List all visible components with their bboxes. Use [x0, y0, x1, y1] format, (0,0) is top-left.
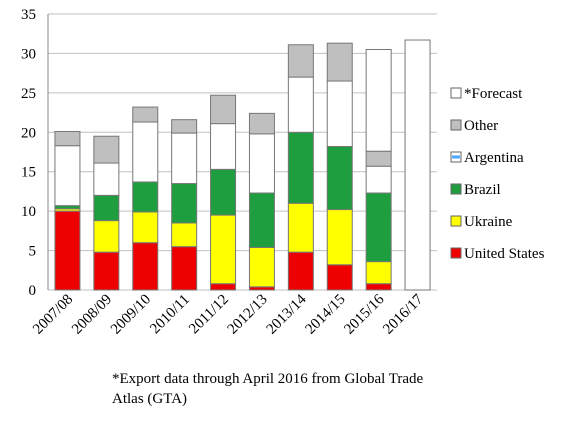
legend-label: Ukraine: [464, 214, 513, 230]
y-tick-label: 15: [21, 165, 36, 181]
y-tick-label: 10: [21, 204, 36, 220]
y-tick-label: 35: [21, 7, 36, 23]
legend-swatch: [450, 215, 462, 227]
x-tick-label: 2011/12: [186, 292, 232, 338]
bar-segment: [132, 242, 159, 291]
bar-segment: [54, 145, 81, 207]
bar-segment: [132, 106, 159, 123]
bar-segment: [365, 165, 392, 194]
bar-segment: [287, 251, 314, 291]
x-tick-label: 2016/17: [380, 291, 426, 337]
x-tick-label: 2009/10: [108, 292, 154, 338]
bar-segment: [248, 246, 275, 288]
bar-segment: [248, 112, 275, 135]
bar-segment: [132, 211, 159, 244]
bar-segment: [132, 181, 159, 213]
x-tick-label: 2013/14: [264, 291, 310, 337]
bar-segment: [287, 76, 314, 133]
bar-segment: [248, 133, 275, 194]
bar-segment: [93, 162, 120, 196]
bar-segment: [171, 222, 198, 248]
y-tick-label: 30: [21, 46, 36, 62]
bar-segment: [93, 220, 120, 253]
bar-segment: [210, 94, 237, 125]
x-tick-label: 2014/15: [302, 292, 348, 338]
bar-segment: [54, 210, 81, 291]
y-tick-label: 20: [21, 125, 36, 141]
y-tick-label: 25: [21, 86, 36, 102]
bar-segment: [132, 121, 159, 183]
bar-segment: [287, 44, 314, 78]
x-tick-label: 2008/09: [69, 292, 115, 338]
legend-label: Brazil: [464, 182, 501, 198]
legend-swatch: [450, 87, 462, 99]
bar-segment: [365, 192, 392, 263]
bar-segment: [171, 246, 198, 291]
bar-segment: [54, 130, 81, 147]
bar-segment: [171, 119, 198, 134]
legend-label: Argentina: [464, 150, 524, 166]
legend-swatch: [450, 119, 462, 131]
bar-segment: [248, 192, 275, 248]
bar-segment: [287, 131, 314, 204]
bar-segment: [210, 283, 237, 291]
bar-segment: [365, 283, 392, 291]
footnote: *Export data through April 2016 from Glo…: [112, 371, 424, 387]
bar-segment: [404, 39, 431, 291]
legend-label: Other: [464, 118, 498, 134]
bar-segment: [171, 183, 198, 224]
bar-segment: [365, 150, 392, 167]
bar-segment: [171, 132, 198, 185]
bar-segment: [287, 202, 314, 253]
bar-segment: [365, 48, 392, 152]
bar-segment: [210, 168, 237, 216]
x-tick-label: 2010/11: [147, 292, 193, 338]
y-tick-label: 0: [29, 283, 37, 299]
bar-segment: [210, 123, 237, 170]
bar-segment: [326, 42, 353, 82]
legend-label: *Forecast: [464, 86, 523, 102]
bar-segment: [326, 80, 353, 147]
legend-swatch: [450, 247, 462, 259]
legend-swatch: [450, 183, 462, 195]
bar-segment: [93, 251, 120, 291]
legend-label: United States: [464, 246, 545, 262]
bar-segment: [210, 214, 237, 285]
bar-segment: [365, 261, 392, 285]
y-tick-label: 5: [29, 244, 37, 260]
x-tick-label: 2007/08: [30, 292, 76, 338]
bar-segment: [93, 194, 120, 222]
bar-segment: [93, 135, 120, 164]
footnote: Atlas (GTA): [112, 391, 187, 407]
bar-segment: [326, 145, 353, 211]
bar-segment: [326, 264, 353, 291]
bar-segment: [326, 209, 353, 266]
x-tick-label: 2012/13: [225, 292, 271, 338]
x-tick-label: 2015/16: [341, 291, 387, 337]
